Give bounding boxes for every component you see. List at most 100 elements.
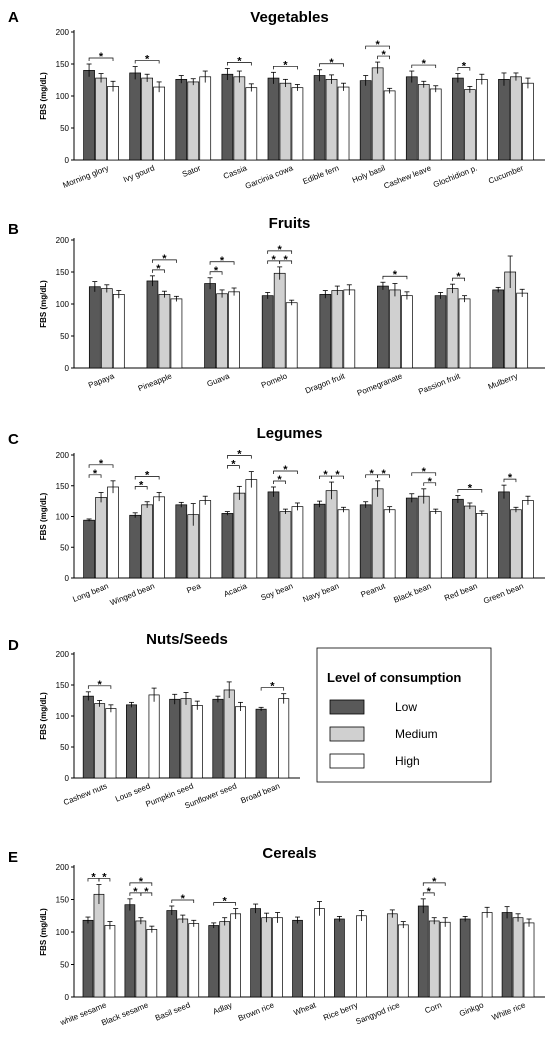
significance-bracket <box>382 275 408 280</box>
significance-star: * <box>231 459 236 471</box>
significance-star: * <box>508 472 513 484</box>
bar-medium <box>371 67 384 161</box>
bar-low <box>82 695 94 779</box>
bar-high <box>104 925 116 998</box>
bar-high <box>188 923 200 998</box>
legend-label-low: Low <box>395 700 417 714</box>
bar-medium <box>141 504 153 579</box>
bar-medium <box>512 917 524 998</box>
legend-items: Low Medium High <box>329 699 438 769</box>
significance-star: * <box>428 476 433 488</box>
bar-low <box>129 514 142 579</box>
significance-star: * <box>432 876 437 888</box>
bar-high <box>383 509 396 579</box>
category-label: Soy bean <box>259 582 294 603</box>
panel-title: Cereals <box>262 845 316 862</box>
y-tick-label: 50 <box>60 743 69 752</box>
significance-bracket <box>377 474 390 478</box>
bar-low <box>498 491 510 579</box>
bar-low <box>267 77 280 161</box>
significance-bracket <box>134 486 148 490</box>
panel-letter: A <box>8 9 19 26</box>
category-label: Holy basil <box>351 163 387 184</box>
significance-bracket <box>98 878 111 882</box>
category-label: Pomelo <box>260 371 289 390</box>
panel-A: A Vegetables 0 50 100 150 200 FBS (mg/dL) Mornin… <box>8 9 545 191</box>
significance-star: * <box>102 872 107 884</box>
bar-high <box>191 705 203 779</box>
bar-low <box>405 497 418 579</box>
bar-low <box>292 919 303 998</box>
bar-high <box>337 86 350 161</box>
y-tick-label: 150 <box>56 681 70 690</box>
bar-medium <box>510 509 522 579</box>
bar-medium <box>233 76 246 161</box>
significance-star: * <box>139 480 144 492</box>
significance-bracket <box>140 892 153 896</box>
significance-star: * <box>91 872 96 884</box>
category-label: Acacia <box>222 581 248 599</box>
panel-title: Nuts/Seeds <box>146 631 228 648</box>
y-axis-label: FBS (mg/dL) <box>39 280 48 328</box>
category-label: Morning glory <box>61 164 109 191</box>
legend-title: Level of consumption <box>327 670 461 685</box>
legend: Level of consumption Low Medium High <box>316 647 492 783</box>
bar-low <box>83 519 95 579</box>
bar-high <box>458 298 471 369</box>
bar-high <box>475 79 488 161</box>
category-label: Rice berry <box>322 1001 359 1023</box>
significance-star: * <box>220 255 225 267</box>
significance-bracket <box>213 902 237 906</box>
bar-medium <box>325 79 338 161</box>
bar-low <box>434 295 447 369</box>
bar-high <box>105 708 117 779</box>
category-label: Garcinia cowa <box>244 163 295 191</box>
significance-bracket <box>209 271 223 275</box>
y-tick-label: 100 <box>56 92 70 101</box>
significance-bracket <box>129 882 153 886</box>
significance-star: * <box>277 474 282 486</box>
bar-medium <box>180 698 192 779</box>
chart-panels: A Vegetables 0 50 100 150 200 FBS (mg/dL) Mornin… <box>8 9 545 1028</box>
significance-star: * <box>181 893 186 905</box>
legend-label-high: High <box>395 754 420 768</box>
y-tick-label: 150 <box>56 268 70 277</box>
panel-letter: B <box>8 221 19 238</box>
legend-swatch-low <box>329 699 365 715</box>
bar-high <box>337 509 350 579</box>
significance-star: * <box>99 458 104 470</box>
significance-bracket <box>422 892 435 896</box>
significance-bracket <box>273 470 298 474</box>
bar-high <box>107 486 119 579</box>
y-tick-label: 100 <box>56 712 70 721</box>
panel-title: Fruits <box>269 215 311 232</box>
bar-medium <box>94 703 106 779</box>
bar-high <box>343 289 356 369</box>
bar-medium <box>95 497 107 579</box>
significance-star: * <box>270 681 275 693</box>
category-label: Passion fruit <box>417 371 462 396</box>
bar-high <box>278 698 290 779</box>
y-tick-label: 50 <box>60 332 69 341</box>
y-tick-label: 0 <box>65 774 70 783</box>
significance-star: * <box>329 57 334 69</box>
bar-high <box>272 917 283 998</box>
bar-high <box>475 513 488 579</box>
bar-high <box>356 915 367 998</box>
bar-low <box>492 289 505 369</box>
significance-bracket <box>227 455 252 459</box>
category-label: Black bean <box>392 582 432 605</box>
significance-star: * <box>145 54 150 66</box>
bar-medium <box>510 76 522 161</box>
significance-bracket <box>377 55 390 60</box>
bar-low <box>501 912 513 998</box>
bar-high <box>153 86 165 161</box>
y-axis-label: FBS (mg/dL) <box>39 72 48 120</box>
bar-medium <box>158 294 171 369</box>
category-label: Navy bean <box>301 582 340 605</box>
bar-low <box>82 919 94 998</box>
panel-C: C Legumes 0 50 100 150 200 FBS (mg/dL) Long bean… <box>8 425 545 608</box>
significance-star: * <box>139 876 144 888</box>
category-label: Pomegranate <box>356 371 404 398</box>
